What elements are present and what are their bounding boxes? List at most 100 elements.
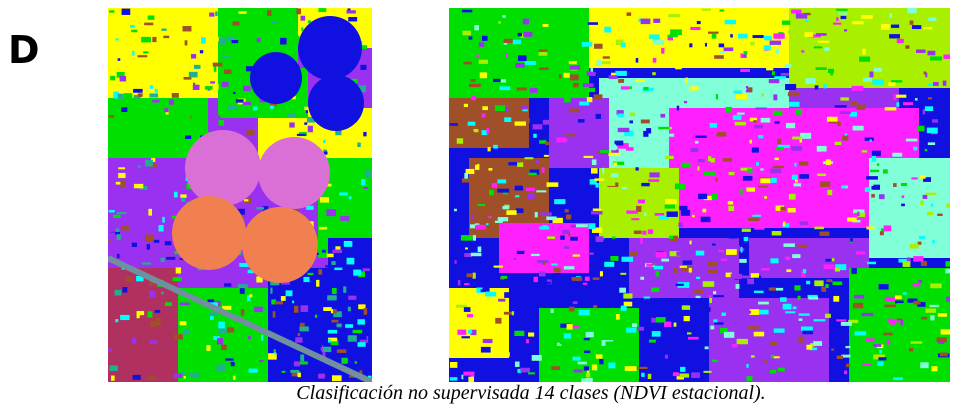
- map-region: [747, 326, 760, 329]
- map-region: [844, 29, 848, 32]
- map-region: [173, 373, 183, 379]
- map-region: [648, 339, 656, 343]
- map-region: [560, 323, 572, 328]
- map-region: [711, 33, 717, 39]
- map-region: [314, 314, 318, 318]
- map-region: [363, 131, 367, 137]
- map-region: [329, 206, 332, 211]
- map-region: [857, 211, 860, 217]
- map-region: [746, 187, 756, 192]
- map-region: [718, 43, 725, 48]
- map-region: [596, 60, 602, 67]
- map-region: [685, 77, 688, 83]
- map-region: [777, 367, 785, 372]
- map-region: [770, 168, 782, 174]
- map-region: [520, 33, 525, 38]
- map-region: [844, 370, 847, 375]
- map-region: [834, 267, 841, 272]
- map-region: [718, 249, 725, 253]
- map-region: [586, 368, 590, 374]
- map-region: [250, 52, 302, 104]
- map-region: [777, 144, 790, 148]
- map-region: [513, 257, 517, 260]
- map-region: [511, 311, 515, 316]
- map-region: [154, 310, 161, 313]
- map-region: [224, 283, 232, 287]
- map-region: [571, 276, 583, 281]
- map-region: [664, 354, 669, 359]
- map-region: [895, 300, 904, 304]
- map-region: [743, 51, 748, 55]
- map-region: [862, 48, 866, 55]
- map-region: [320, 344, 323, 351]
- map-region: [517, 55, 527, 61]
- map-region: [357, 333, 367, 340]
- map-region: [817, 173, 827, 177]
- map-region: [463, 375, 471, 381]
- map-region: [799, 138, 802, 143]
- map-region: [850, 100, 858, 106]
- map-region: [785, 311, 796, 314]
- map-region: [798, 336, 805, 343]
- map-region: [210, 315, 214, 320]
- map-region: [343, 286, 347, 293]
- map-region: [196, 84, 204, 87]
- map-region: [595, 113, 601, 119]
- map-region: [213, 336, 220, 340]
- map-region: [594, 43, 603, 49]
- map-region: [514, 330, 525, 337]
- map-region: [653, 265, 664, 270]
- map-region: [893, 377, 904, 381]
- map-region: [892, 152, 903, 157]
- map-region: [594, 178, 605, 181]
- map-region: [683, 316, 690, 322]
- map-region: [702, 220, 713, 226]
- map-region: [457, 329, 467, 335]
- map-region: [579, 101, 590, 106]
- map-region: [940, 329, 950, 335]
- map-region: [682, 260, 693, 265]
- map-region: [596, 150, 604, 154]
- map-region: [835, 264, 847, 271]
- map-region: [542, 225, 548, 229]
- map-region: [121, 226, 130, 231]
- map-region: [681, 305, 691, 310]
- map-region: [646, 263, 653, 267]
- map-region: [497, 101, 505, 107]
- map-region: [652, 263, 655, 266]
- map-region: [845, 345, 851, 349]
- map-region: [559, 341, 567, 345]
- map-region: [212, 62, 223, 67]
- map-region: [758, 185, 769, 188]
- map-region: [906, 257, 911, 263]
- map-region: [902, 292, 907, 295]
- map-region: [297, 332, 301, 337]
- map-region: [449, 377, 458, 381]
- map-region: [134, 202, 142, 205]
- map-region: [261, 334, 264, 341]
- map-region: [869, 139, 872, 142]
- classification-map-right: [449, 8, 950, 382]
- map-region: [318, 8, 327, 13]
- map-region: [690, 26, 701, 31]
- map-region: [831, 348, 835, 351]
- map-region: [234, 48, 238, 52]
- map-region: [364, 170, 371, 177]
- map-region: [704, 172, 716, 176]
- map-region: [210, 83, 219, 90]
- map-region: [775, 205, 785, 211]
- map-region: [512, 39, 521, 45]
- map-region: [797, 166, 809, 170]
- map-region: [794, 313, 798, 316]
- map-region: [827, 189, 833, 196]
- map-region: [750, 41, 755, 46]
- map-region: [851, 268, 857, 274]
- map-region: [814, 85, 819, 90]
- map-region: [571, 325, 580, 329]
- map-region: [497, 217, 509, 222]
- map-region: [905, 24, 911, 29]
- map-region: [620, 272, 627, 275]
- map-region: [206, 345, 211, 351]
- map-region: [584, 350, 591, 354]
- map-region: [573, 369, 583, 373]
